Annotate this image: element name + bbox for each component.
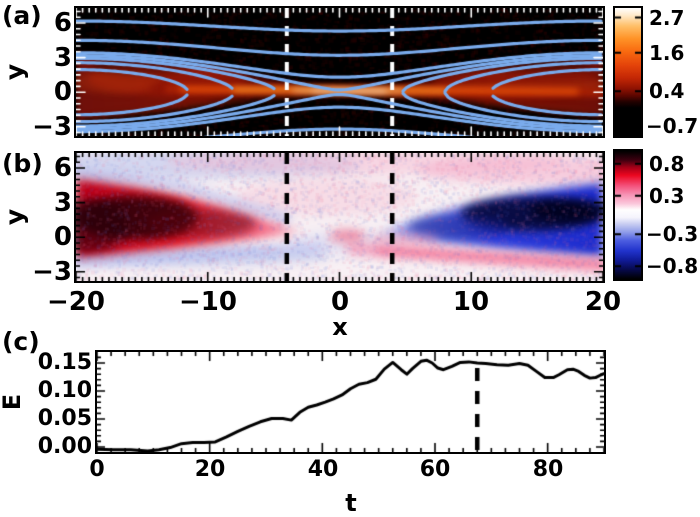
colorbar-b-tick-3: −0.8 (646, 254, 699, 278)
shared-xtick-1: −10 (179, 287, 237, 317)
panel-c-xtick-1: 20 (194, 457, 226, 482)
panel-b-ytick-1: 3 (53, 188, 72, 218)
panel-a-tag: (a) (2, 1, 42, 30)
colorbar-a-tick-0: 2.7 (649, 6, 685, 30)
panel-c-tag: (c) (2, 327, 40, 356)
panel-c-ytick-3: 0.00 (37, 434, 92, 459)
shared-xtick-3: 10 (452, 287, 490, 317)
panel-b-tag: (b) (2, 149, 43, 178)
colorbar-a-tick-3: −0.7 (646, 114, 699, 138)
shared-xlabel: x (332, 313, 348, 341)
panel-a-ytick-2: 0 (53, 77, 72, 107)
colorbar-b (613, 149, 643, 281)
panel-a-ytick-3: −3 (32, 112, 72, 142)
colorbar-a (613, 6, 643, 138)
panel-b-ytick-0: 6 (53, 153, 72, 183)
shared-xtick-0: −20 (47, 287, 105, 317)
shared-xtick-2: 0 (330, 287, 350, 317)
panel-c-xtick-2: 40 (307, 457, 339, 482)
panel-c-ytick-0: 0.15 (37, 350, 92, 375)
colorbar-a-tick-2: 0.4 (649, 79, 685, 103)
panel-b-ytick-2: 0 (53, 222, 72, 252)
panel-a-ytick-1: 3 (53, 43, 72, 73)
panel-c-xtick-3: 60 (419, 457, 451, 482)
colorbar-b-tick-0: 0.8 (649, 152, 685, 176)
panel-a-heatmap (74, 6, 605, 138)
panel-b-heatmap (74, 151, 605, 283)
panel-b-ytick-3: −3 (32, 257, 72, 287)
panel-c-ylabel: E (0, 393, 26, 411)
panel-b-ylabel: y (0, 208, 29, 226)
panel-c-xtick-0: 0 (89, 457, 105, 482)
colorbar-b-tick-2: −0.3 (646, 222, 699, 246)
panel-c-ytick-2: 0.05 (37, 406, 92, 431)
panel-a-ytick-0: 6 (53, 8, 72, 38)
panel-c-xtick-4: 80 (532, 457, 564, 482)
colorbar-b-tick-1: 0.3 (649, 184, 685, 208)
panel-a-ylabel: y (0, 63, 29, 81)
panel-c-ytick-1: 0.10 (37, 378, 92, 403)
panel-c-plot (95, 350, 606, 454)
colorbar-a-tick-1: 1.6 (649, 41, 685, 65)
panel-c-xlabel: t (345, 489, 357, 517)
shared-xtick-4: 20 (584, 287, 622, 317)
